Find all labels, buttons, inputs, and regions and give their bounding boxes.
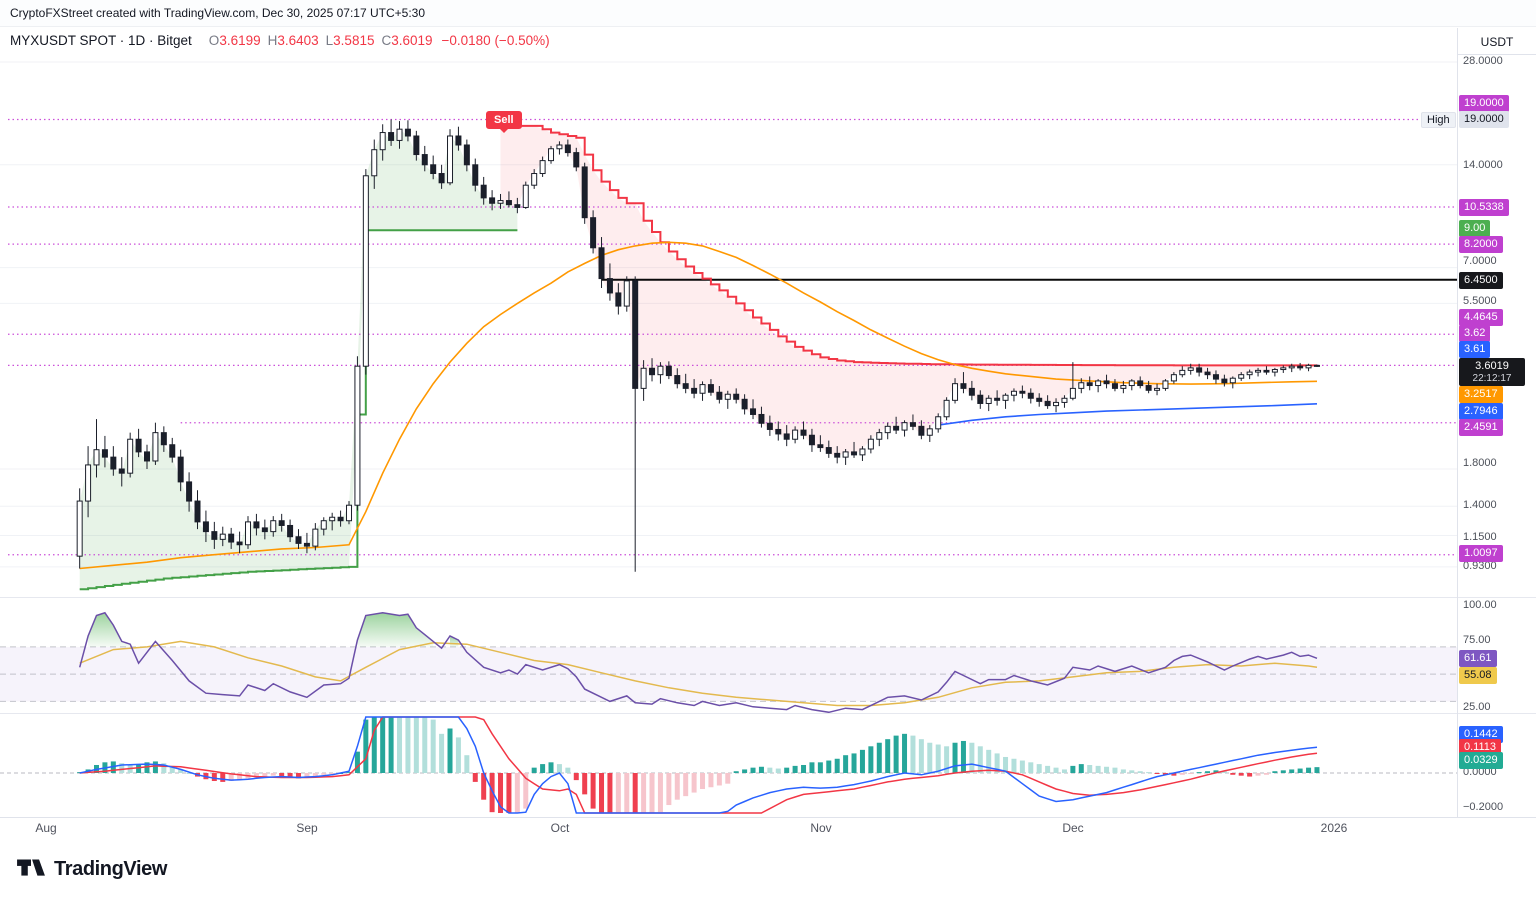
- time-axis-month-label: Aug: [35, 821, 57, 835]
- axis-value-badge: 19.0000: [1459, 111, 1509, 128]
- axis-value-badge: 2.4591: [1459, 419, 1503, 436]
- axis-tick-label: 28.0000: [1463, 55, 1503, 67]
- time-axis-month-label: Nov: [810, 821, 832, 835]
- axis-tick-label: 14.0000: [1463, 159, 1503, 171]
- axis-value-badge: 0.0329: [1459, 752, 1503, 769]
- high-value: 3.6403: [277, 33, 319, 48]
- axis-separator: [1457, 28, 1458, 817]
- open-label: O: [208, 33, 220, 48]
- low-value: 3.5815: [333, 33, 375, 48]
- axis-value-badge: 3.61: [1459, 341, 1491, 358]
- symbol-header: MYXUSDT SPOT · 1D · Bitget O3.6199 H3.6403…: [10, 33, 550, 48]
- current-price-badge: 3.6019 22:12:17: [1459, 358, 1525, 387]
- axis-value-badge: 4.4645: [1459, 309, 1503, 326]
- axis-value-badge: 1.0097: [1459, 545, 1503, 562]
- axis-tick-label: −0.2000: [1463, 801, 1504, 813]
- axis-tick-label: 100.00: [1463, 599, 1497, 611]
- quote-currency-label[interactable]: USDT: [1458, 30, 1536, 55]
- open-value: 3.6199: [219, 33, 261, 48]
- axis-value-badge: 3.62: [1459, 325, 1491, 342]
- high-label: H: [267, 33, 278, 48]
- axis-tick-label: 5.5000: [1463, 295, 1497, 307]
- time-axis-month-label: Dec: [1062, 821, 1084, 835]
- pane-separator[interactable]: [0, 597, 1536, 598]
- time-axis-month-label: 2026: [1320, 821, 1348, 835]
- axis-value-badge: 9.00: [1459, 220, 1491, 237]
- axis-tick-label: 1.1500: [1463, 531, 1497, 543]
- tradingview-logo[interactable]: TradingView: [16, 852, 167, 887]
- time-axis-month-label: Oct: [550, 821, 570, 835]
- axis-value-badge: 8.2000: [1459, 236, 1503, 253]
- symbol-title[interactable]: MYXUSDT SPOT · 1D · Bitget: [10, 33, 192, 48]
- axis-tick-label: 0.0000: [1463, 766, 1497, 778]
- axis-value-badge: 10.5338: [1459, 199, 1509, 216]
- axis-tick-label: 7.0000: [1463, 255, 1497, 267]
- axis-value-badge: 19.0000: [1459, 95, 1509, 112]
- axis-value-badge: 6.4500: [1459, 272, 1503, 289]
- time-axis[interactable]: [0, 817, 1536, 842]
- low-label: L: [325, 33, 334, 48]
- axis-value-badge: 3.2517: [1459, 386, 1503, 403]
- current-price-value: 3.6019: [1475, 360, 1509, 372]
- tradingview-logo-icon: [16, 852, 46, 887]
- time-axis-month-label: Sep: [296, 821, 318, 835]
- axis-value-badge: 55.08: [1459, 667, 1497, 684]
- axis-tick-label: 25.00: [1463, 701, 1491, 713]
- axis-tick-label: 0.9300: [1463, 560, 1497, 572]
- high-price-marker: High: [1421, 112, 1456, 128]
- bar-countdown: 22:12:17: [1472, 372, 1512, 384]
- axis-tick-label: 1.4000: [1463, 499, 1497, 511]
- axis-value-badge: 2.7946: [1459, 403, 1503, 420]
- axis-value-badge: 61.61: [1459, 650, 1497, 667]
- sell-signal-label: Sell: [486, 111, 522, 133]
- axis-value-badge: 0.1442: [1459, 726, 1503, 743]
- credit-bar: CryptoFXStreet created with TradingView.…: [0, 0, 1536, 27]
- pane-separator[interactable]: [0, 713, 1536, 714]
- change-value: −0.0180 (−0.50%): [441, 33, 550, 48]
- tradingview-logo-text: TradingView: [54, 858, 168, 880]
- axis-value-badge: 0.1113: [1459, 739, 1502, 756]
- axis-tick-label: 1.8000: [1463, 457, 1497, 469]
- close-label: C: [381, 33, 392, 48]
- close-value: 3.6019: [391, 33, 433, 48]
- axis-tick-label: 75.00: [1463, 634, 1491, 646]
